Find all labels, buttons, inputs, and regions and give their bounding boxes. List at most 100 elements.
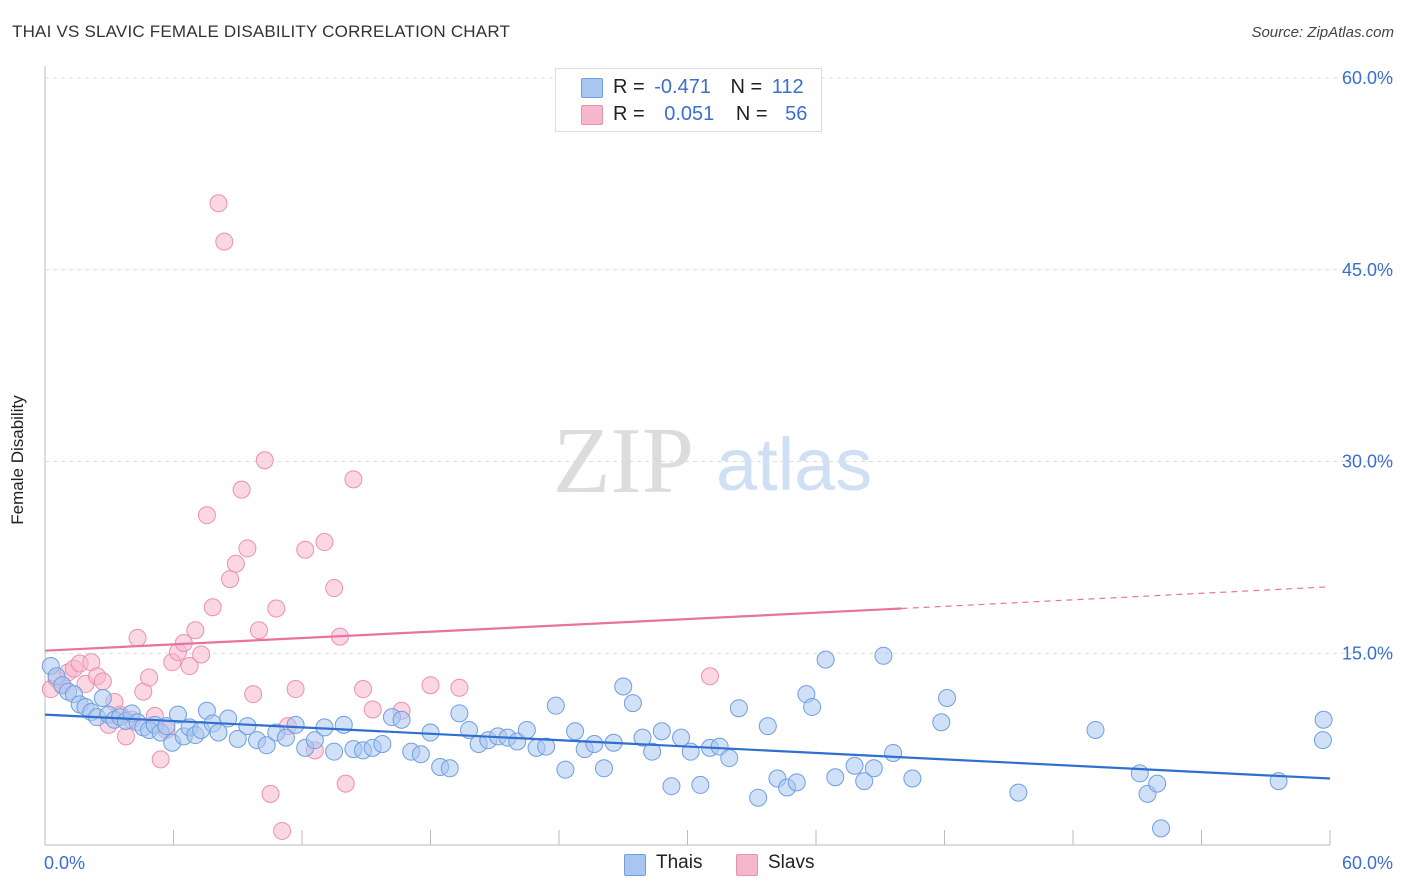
slavs-point xyxy=(700,667,719,686)
slavs-trend-extension xyxy=(901,586,1331,610)
thais-point xyxy=(325,742,344,761)
thais-point xyxy=(276,728,295,747)
slavs-point xyxy=(363,700,382,719)
slavs-point xyxy=(255,451,274,470)
slavs-point xyxy=(450,678,469,697)
thais-point xyxy=(652,722,671,741)
thais-point xyxy=(845,756,864,775)
y-tick-label: 30.0% xyxy=(1342,452,1393,472)
slavs-point xyxy=(315,533,334,552)
chart-title: THAI VS SLAVIC FEMALE DISABILITY CORRELA… xyxy=(12,22,511,41)
thais-point xyxy=(556,760,575,779)
slavs-point xyxy=(151,750,170,769)
thais-point xyxy=(168,705,187,724)
legend-n-label: N = xyxy=(730,76,763,98)
thais-point xyxy=(710,737,729,756)
slavs-point xyxy=(296,540,315,559)
thais-point xyxy=(623,694,642,713)
legend-r-value-thais: -0.471 xyxy=(654,76,711,98)
legend-r-label: R = xyxy=(613,103,645,125)
source-label: Source: ZipAtlas.com xyxy=(1251,24,1394,41)
slavs-point xyxy=(421,676,440,695)
thais-point xyxy=(662,777,681,796)
y-tick-label: 15.0% xyxy=(1342,643,1393,663)
thais-point xyxy=(566,722,585,741)
thais-point xyxy=(903,769,922,788)
slavs-point xyxy=(354,680,373,699)
slavs-point xyxy=(344,470,363,489)
thais-point xyxy=(1009,783,1028,802)
watermark-zip: ZIP xyxy=(553,409,694,513)
series-legend: Thais Slavs xyxy=(0,852,1406,878)
tick-labels: 15.0% 30.0% 45.0% 60.0% 0.0% 60.0% xyxy=(44,68,1393,873)
slavs-point xyxy=(93,672,112,691)
trend-lines xyxy=(44,586,1331,780)
grid-lines xyxy=(45,77,1395,654)
slavs-point xyxy=(116,727,135,746)
slavs-point xyxy=(221,570,240,589)
thais-point xyxy=(826,768,845,787)
slavs-point xyxy=(215,232,234,251)
thais-point xyxy=(546,696,565,715)
thais-point xyxy=(585,735,604,754)
slavs-point xyxy=(273,821,292,840)
correlation-legend: R = -0.471 N = 112 R = 0.051 N = 56 xyxy=(555,68,822,132)
thais-point xyxy=(1148,774,1167,793)
thais-point xyxy=(537,737,556,756)
thais-point xyxy=(440,759,459,778)
legend-n-value-thais: 112 xyxy=(771,76,804,98)
slavs-point xyxy=(226,554,245,573)
thais-point xyxy=(1313,731,1332,750)
legend-n-value-slavs: 56 xyxy=(785,103,808,125)
slavs-point xyxy=(249,621,268,640)
thais-point xyxy=(228,729,247,748)
slavs-points xyxy=(41,194,719,840)
thais-point xyxy=(1130,764,1149,783)
slavs-point xyxy=(140,668,159,687)
slavs-point xyxy=(128,628,147,647)
watermark: ZIP atlas xyxy=(553,409,872,513)
thais-point xyxy=(1086,720,1105,739)
slavs-point xyxy=(180,657,199,676)
thais-point xyxy=(1314,710,1333,729)
thais-point xyxy=(874,646,893,665)
thais-legend-swatch xyxy=(624,854,646,876)
slavs-point xyxy=(286,680,305,699)
thais-point xyxy=(460,720,479,739)
thais-point xyxy=(855,772,874,791)
thais-point xyxy=(305,731,324,750)
slavs-swatch xyxy=(581,105,603,125)
thais-point xyxy=(517,720,536,739)
thais-point xyxy=(720,749,739,768)
thais-point xyxy=(816,650,835,669)
thais-point xyxy=(594,759,613,778)
thais-point xyxy=(411,745,430,764)
thais-point xyxy=(1152,819,1171,838)
thais-point xyxy=(749,788,768,807)
thais-point xyxy=(450,704,469,723)
thais-points xyxy=(41,646,1333,838)
thais-point xyxy=(614,677,633,696)
x-tick-label: 0.0% xyxy=(44,853,85,873)
thais-point xyxy=(884,743,903,762)
slavs-point xyxy=(325,579,344,598)
watermark-atlas: atlas xyxy=(716,423,872,506)
slavs-legend-label: Slavs xyxy=(768,852,815,873)
slavs-point xyxy=(238,539,257,558)
thais-point xyxy=(758,717,777,736)
legend-r-value-slavs: 0.051 xyxy=(664,103,715,125)
thais-point xyxy=(932,713,951,732)
thais-point xyxy=(633,728,652,747)
x-tick-label: 60.0% xyxy=(1342,853,1393,873)
slavs-point xyxy=(209,194,228,213)
y-tick-label: 45.0% xyxy=(1342,260,1393,280)
thais-point xyxy=(729,699,748,718)
thais-point xyxy=(643,742,662,761)
thais-point xyxy=(938,688,957,707)
thais-point xyxy=(93,688,112,707)
slavs-point xyxy=(186,621,205,640)
legend-r-label: R = xyxy=(613,76,645,98)
thais-point xyxy=(803,697,822,716)
slavs-point xyxy=(197,506,216,525)
